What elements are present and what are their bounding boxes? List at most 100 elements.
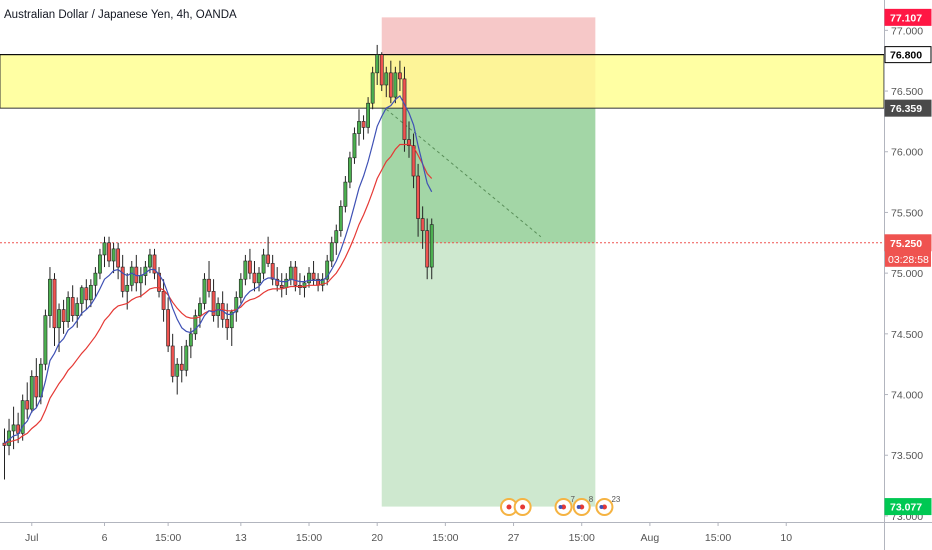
candle-body xyxy=(429,224,434,268)
time-tick-label: Jul xyxy=(25,532,38,544)
candle-body xyxy=(229,311,234,329)
price-label: 73.077 xyxy=(890,502,922,514)
time-tick-label: 13 xyxy=(235,532,247,544)
candle-body xyxy=(420,218,425,231)
time-tick-label: 15:00 xyxy=(432,532,458,544)
price-tick-label: 77.000 xyxy=(891,25,923,37)
candle-body xyxy=(266,254,271,264)
candle-body xyxy=(57,309,61,329)
candle-body xyxy=(238,278,243,298)
candle-body xyxy=(129,266,134,286)
event-icon-dot xyxy=(561,504,567,510)
candle-body xyxy=(343,181,348,207)
event-icon-dot-blue xyxy=(576,505,581,509)
candle-body xyxy=(302,282,307,289)
candle-body xyxy=(120,266,125,292)
price-label: 75.250 xyxy=(890,238,922,250)
candle-body xyxy=(11,424,16,432)
candle-body xyxy=(84,287,89,301)
moving-average-blue xyxy=(4,94,433,444)
candle-body xyxy=(2,442,7,446)
candle-body xyxy=(261,254,266,274)
candle-body xyxy=(107,242,111,262)
price-label-box xyxy=(884,498,932,516)
candle-body xyxy=(88,284,93,301)
candle-body xyxy=(311,272,316,280)
candle-body xyxy=(270,263,275,280)
candle-body xyxy=(157,272,161,292)
candle-body xyxy=(243,260,248,280)
supply-zone xyxy=(0,54,885,109)
candle-body xyxy=(361,121,366,128)
price-tick-label: 74.000 xyxy=(891,390,923,402)
candle-body xyxy=(348,157,352,183)
event-icon-dot-blue xyxy=(558,505,563,509)
candle-body xyxy=(379,54,384,86)
time-tick-label: 15:00 xyxy=(705,532,731,544)
candle-body xyxy=(257,272,261,284)
chart-title: Australian Dollar / Japanese Yen, 4h, OA… xyxy=(4,9,237,21)
candle-body xyxy=(138,275,143,284)
candle-body xyxy=(70,297,75,316)
candle-body xyxy=(252,272,257,284)
event-count: 23 xyxy=(611,495,620,504)
candle-body xyxy=(325,260,330,280)
price-label-box xyxy=(884,8,932,26)
event-icon-dot xyxy=(506,504,512,510)
candle-body xyxy=(248,260,252,274)
candle-body xyxy=(125,284,130,292)
candle-body xyxy=(102,242,107,256)
candle-body xyxy=(184,345,189,371)
time-tick-label: Aug xyxy=(641,532,660,544)
candle-body xyxy=(188,333,193,347)
candle-body xyxy=(198,303,202,316)
time-tick-label: 15:00 xyxy=(569,532,595,544)
candle-body xyxy=(329,242,334,262)
price-tick-label: 76.000 xyxy=(891,147,923,159)
event-icon-dot-blue xyxy=(599,505,604,509)
candle-body xyxy=(193,315,198,335)
candle-body xyxy=(279,284,284,289)
price-tick-label: 73.500 xyxy=(891,450,923,462)
price-tick-label: 75.500 xyxy=(891,207,923,219)
candle-body xyxy=(29,376,34,410)
candle-body xyxy=(34,376,39,398)
candle-body xyxy=(402,78,407,140)
candle-body xyxy=(111,248,116,262)
candle-body xyxy=(416,175,420,219)
candle-body xyxy=(357,121,361,134)
candle-body xyxy=(211,291,216,316)
event-count: 8 xyxy=(589,495,594,504)
candle-body xyxy=(234,297,239,313)
candle-body xyxy=(393,72,398,98)
candle-body xyxy=(75,303,80,316)
price-tick-label: 75.000 xyxy=(891,268,923,280)
candle-body xyxy=(61,309,66,322)
candle-body xyxy=(48,278,52,316)
candle-body xyxy=(398,72,402,80)
candle-body xyxy=(25,400,30,410)
candle-body xyxy=(288,266,293,280)
candle-body xyxy=(407,139,411,146)
price-tick-label: 74.500 xyxy=(891,329,923,341)
candle-body xyxy=(366,102,371,128)
price-label: 77.107 xyxy=(890,12,922,24)
candle-body xyxy=(66,297,71,322)
candle-body xyxy=(179,363,184,371)
candle-body xyxy=(207,278,211,292)
candle-body xyxy=(388,72,393,98)
time-tick-label: 15:00 xyxy=(296,532,322,544)
candle-body xyxy=(425,230,430,268)
candle-body xyxy=(352,133,357,159)
countdown-box xyxy=(885,250,931,267)
candle-body xyxy=(166,309,171,347)
position-profit-zone xyxy=(381,242,596,507)
candle-body xyxy=(375,54,380,74)
candle-body xyxy=(52,278,57,329)
candle-body xyxy=(98,254,102,274)
price-label-box xyxy=(884,46,932,64)
candle-body xyxy=(79,287,84,304)
candle-body xyxy=(20,400,25,434)
